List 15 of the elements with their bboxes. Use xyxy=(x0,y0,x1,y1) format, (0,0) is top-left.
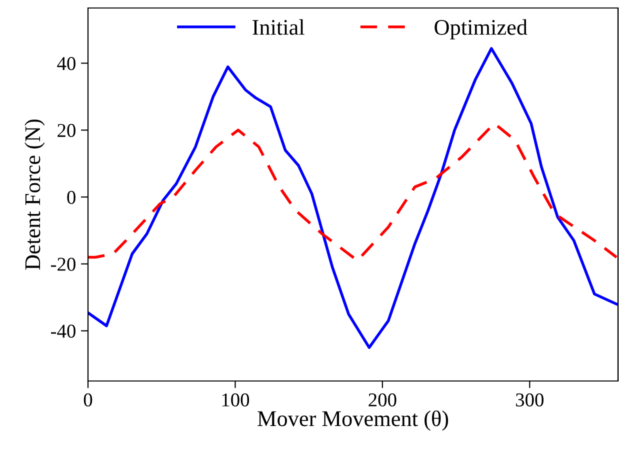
x-axis-title: Mover Movement (θ) xyxy=(258,410,448,431)
y-tick-label: -20 xyxy=(51,258,76,271)
legend-label: Initial xyxy=(252,19,304,35)
line-series xyxy=(88,47,618,349)
legend-label: Optimized xyxy=(434,19,528,40)
line-series xyxy=(88,122,618,262)
y-tick-label: -40 xyxy=(51,324,76,338)
x-tick-label: 200 xyxy=(368,393,396,406)
x-tick-label: 0 xyxy=(84,393,92,406)
x-tick-label: 300 xyxy=(516,393,544,406)
x-tick-label: 100 xyxy=(222,393,250,406)
y-tick-label: 20 xyxy=(58,124,76,138)
y-tick-label: 0 xyxy=(67,190,76,204)
y-tick-label: 40 xyxy=(57,57,76,70)
y-axis-title: Detent Force (N) xyxy=(24,120,45,270)
